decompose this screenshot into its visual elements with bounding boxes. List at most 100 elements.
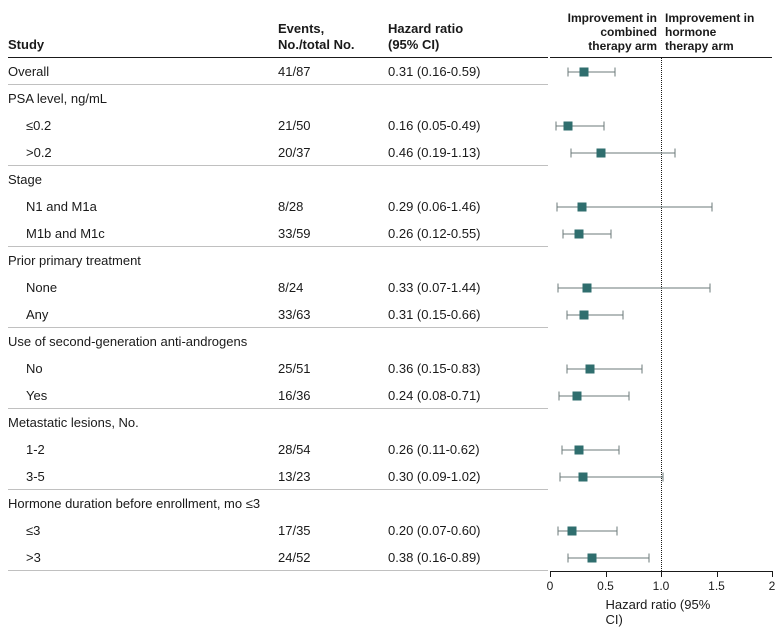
ci-whisker [567,314,624,315]
hr-value: 0.31 (0.16-0.59) [388,58,548,84]
plot-header-left: Improvement incombinedtherapy arm [568,11,657,53]
plot-header: Improvement incombinedtherapy arm Improv… [550,10,772,58]
table-row: Overall41/870.31 (0.16-0.59) [8,58,548,85]
hr-value: 0.36 (0.15-0.83) [388,355,548,382]
events-value: 20/37 [278,139,388,165]
plot-row [550,220,772,247]
axis-tick [550,571,551,577]
table-row: Use of second-generation anti-androgens [8,328,548,355]
hr-value [388,328,548,355]
table-row: Yes16/360.24 (0.08-0.71) [8,382,548,409]
plot-row [550,355,772,382]
plot-row [550,490,772,517]
axis-tick-label: 0 [547,579,554,593]
table-row: 3-513/230.30 (0.09-1.02) [8,463,548,490]
plot-row [550,463,772,490]
hr-value: 0.16 (0.05-0.49) [388,112,548,139]
events-value: 8/28 [278,193,388,220]
axis-tick [772,571,773,577]
ci-whisker [571,152,675,153]
ci-whisker [568,71,616,72]
events-value: 17/35 [278,517,388,544]
plot-header-right: Improvement inhormonetherapy arm [665,11,754,53]
events-value [278,328,388,355]
events-value: 33/63 [278,301,388,327]
events-value: 25/51 [278,355,388,382]
ci-cap [567,553,568,562]
table-body: Overall41/870.31 (0.16-0.59)PSA level, n… [8,58,548,571]
table-row: >0.220/370.46 (0.19-1.13) [8,139,548,166]
events-value [278,409,388,436]
ci-whisker [568,557,649,558]
ci-cap [611,229,612,238]
table-row: Hormone duration before enrollment, mo ≤… [8,490,548,517]
study-label: Any [8,301,278,327]
hr-value: 0.38 (0.16-0.89) [388,544,548,570]
plot-row [550,166,772,193]
point-estimate-marker [580,310,589,319]
point-estimate-marker [582,283,591,292]
axis-tick-label: 0.5 [597,579,614,593]
ci-cap [709,283,710,292]
study-label: PSA level, ng/mL [8,85,278,112]
events-value: 28/54 [278,436,388,463]
plot-row [550,193,772,220]
ci-whisker [562,449,619,450]
study-label: Overall [8,58,278,84]
table-header-row: Study Events,No./total No. Hazard ratio(… [8,10,548,58]
plot-row [550,85,772,112]
table-row: Prior primary treatment [8,247,548,274]
ci-whisker [567,368,642,369]
events-value [278,85,388,112]
axis-tick [661,571,662,577]
plot-row [550,112,772,139]
point-estimate-marker [585,364,594,373]
table-row: >324/520.38 (0.16-0.89) [8,544,548,571]
point-estimate-marker [574,229,583,238]
ci-cap [566,364,567,373]
point-estimate-marker [563,121,572,130]
hr-value [388,247,548,274]
point-estimate-marker [580,67,589,76]
plot-row [550,409,772,436]
plot-row [550,517,772,544]
ci-cap [557,283,558,292]
study-label: Hormone duration before enrollment, mo ≤… [8,490,278,517]
table-row: Stage [8,166,548,193]
ci-cap [559,472,560,481]
ci-cap [623,310,624,319]
ci-whisker [563,233,611,234]
study-label: >3 [8,544,278,570]
hr-value [388,85,548,112]
events-value: 41/87 [278,58,388,84]
hr-value: 0.33 (0.07-1.44) [388,274,548,301]
table-row: Metastatic lesions, No. [8,409,548,436]
ci-cap [642,364,643,373]
hr-value: 0.26 (0.11-0.62) [388,436,548,463]
hr-value: 0.31 (0.15-0.66) [388,301,548,327]
plot-row [550,58,772,85]
study-table: Study Events,No./total No. Hazard ratio(… [8,10,548,571]
ci-cap [615,67,616,76]
point-estimate-marker [597,148,606,157]
events-value: 16/36 [278,382,388,408]
ci-cap [663,472,664,481]
events-value: 21/50 [278,112,388,139]
ci-cap [675,148,676,157]
axis-tick [717,571,718,577]
table-row: ≤317/350.20 (0.07-0.60) [8,517,548,544]
table-row: M1b and M1c33/590.26 (0.12-0.55) [8,220,548,247]
ci-cap [557,526,558,535]
events-value [278,490,388,517]
study-label: 1-2 [8,436,278,463]
point-estimate-marker [579,472,588,481]
ci-cap [567,67,568,76]
ci-cap [558,391,559,400]
events-value: 33/59 [278,220,388,246]
table-row: PSA level, ng/mL [8,85,548,112]
plot-row [550,544,772,571]
ci-cap [616,526,617,535]
ci-cap [555,121,556,130]
hr-value: 0.20 (0.07-0.60) [388,517,548,544]
axis-tick-label: 2 [769,579,776,593]
